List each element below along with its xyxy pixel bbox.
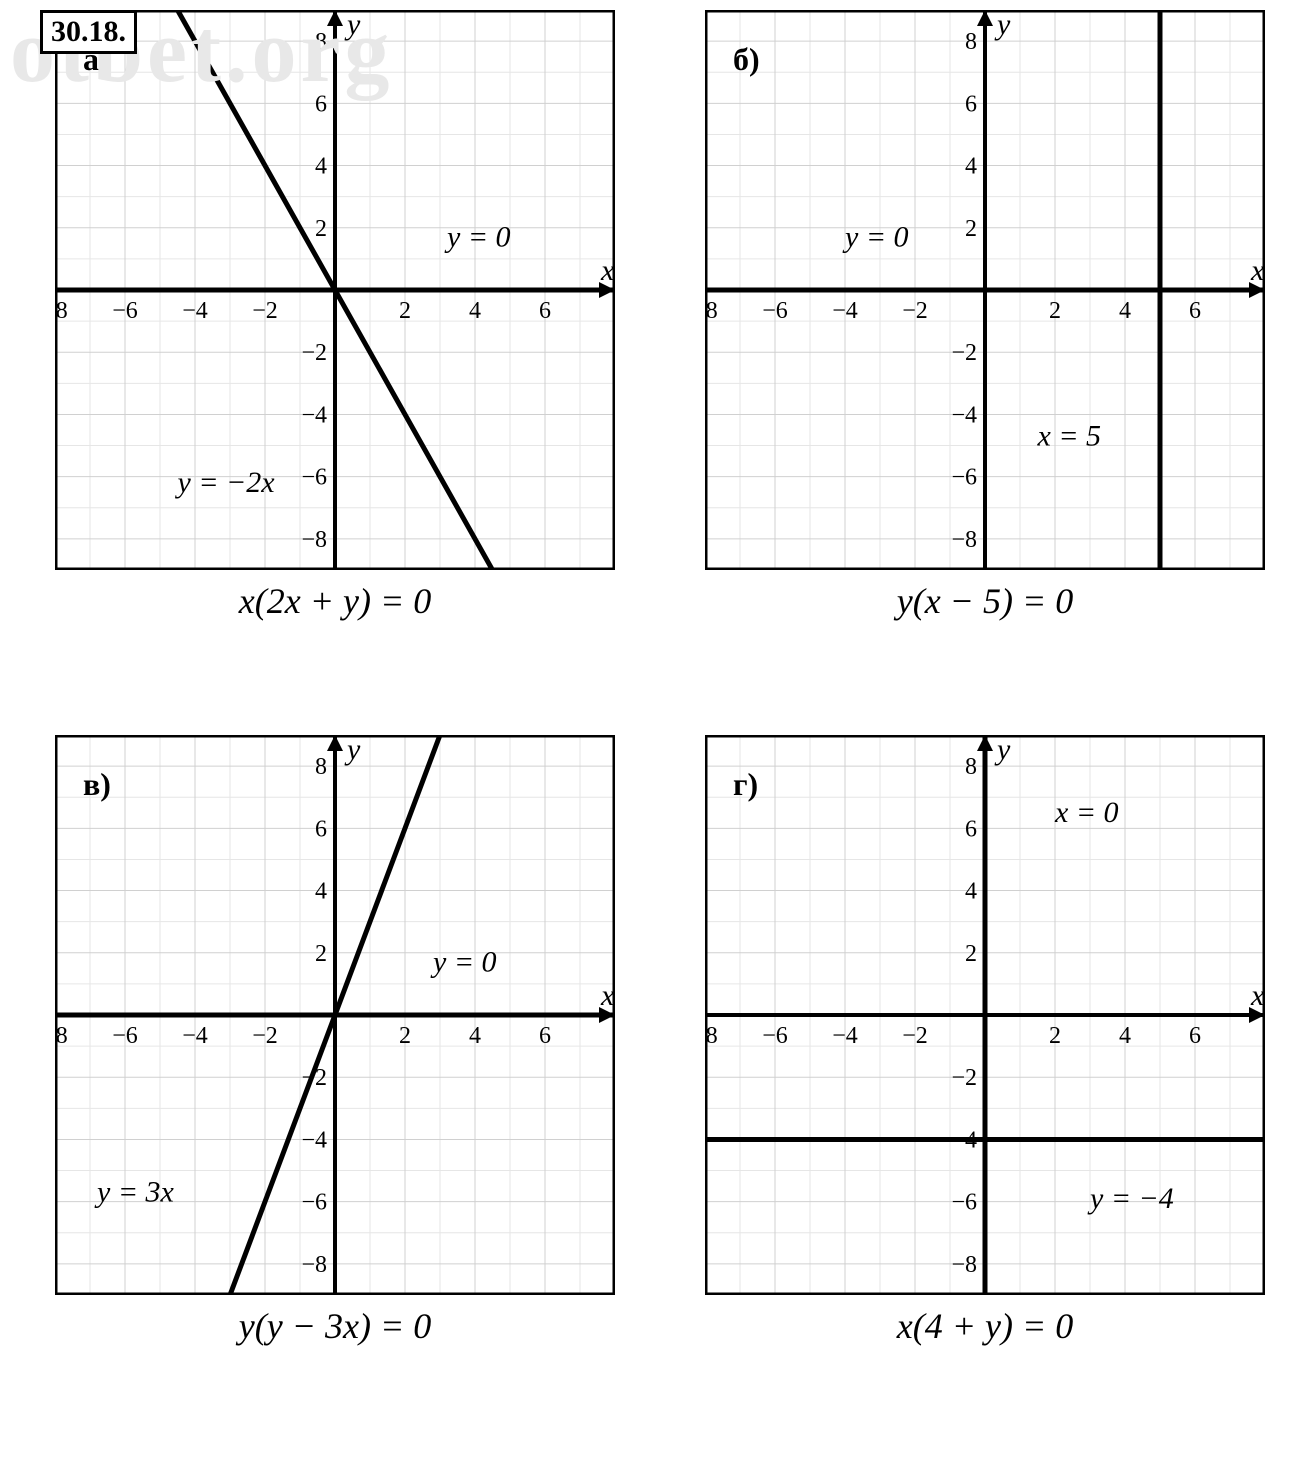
svg-text:4: 4 [965, 879, 977, 905]
svg-text:y: y [344, 10, 361, 41]
caption-a: x(2x + y) = 0 [239, 580, 432, 622]
svg-text:−6: −6 [112, 298, 138, 324]
svg-text:−4: −4 [182, 298, 208, 324]
panel-a: −8−6−4−2246−8−6−4−22468xyy = 0y = −2xа) … [30, 10, 640, 685]
panel-c: −8−6−4−2246−8−6−4−22468xyy = 0y = 3xв) y… [30, 735, 640, 1410]
svg-text:6: 6 [965, 91, 977, 117]
svg-text:6: 6 [1189, 1023, 1201, 1049]
svg-text:y = −4: y = −4 [1087, 1182, 1174, 1215]
svg-text:−4: −4 [301, 1127, 327, 1153]
svg-text:−6: −6 [301, 1190, 327, 1216]
svg-text:−8: −8 [951, 527, 977, 553]
svg-text:y: y [344, 735, 361, 766]
svg-text:4: 4 [315, 879, 327, 905]
svg-text:y = 3x: y = 3x [94, 1176, 175, 1209]
svg-text:−2: −2 [902, 298, 928, 324]
svg-text:2: 2 [399, 1023, 411, 1049]
svg-text:8: 8 [965, 29, 977, 55]
caption-b: y(x − 5) = 0 [897, 580, 1074, 622]
svg-text:в): в) [83, 766, 111, 802]
svg-text:2: 2 [399, 298, 411, 324]
svg-text:−6: −6 [951, 1190, 977, 1216]
svg-text:2: 2 [1049, 298, 1061, 324]
plot-d: −8−6−4−2246−8−6−4−22468xyx = 0y = −4г) [705, 735, 1265, 1295]
plot-a: −8−6−4−2246−8−6−4−22468xyy = 0y = −2xа) [55, 10, 615, 570]
svg-text:−4: −4 [951, 402, 977, 428]
plot-c: −8−6−4−2246−8−6−4−22468xyy = 0y = 3xв) [55, 735, 615, 1295]
svg-text:6: 6 [1189, 298, 1201, 324]
svg-text:4: 4 [965, 154, 977, 180]
svg-text:6: 6 [315, 816, 327, 842]
svg-text:y = −2x: y = −2x [175, 466, 276, 499]
svg-text:4: 4 [469, 298, 481, 324]
svg-text:г): г) [733, 766, 758, 802]
svg-text:−8: −8 [951, 1252, 977, 1278]
svg-text:4: 4 [1119, 298, 1131, 324]
svg-text:x = 0: x = 0 [1054, 796, 1119, 829]
svg-text:−4: −4 [182, 1023, 208, 1049]
svg-text:y = 0: y = 0 [430, 945, 497, 978]
problem-badge: 30.18. [40, 10, 137, 54]
svg-text:−6: −6 [301, 465, 327, 491]
svg-text:8: 8 [315, 754, 327, 780]
svg-text:−2: −2 [951, 1065, 977, 1091]
svg-text:−4: −4 [301, 402, 327, 428]
plot-b: −8−6−4−2246−8−6−4−22468xyy = 0x = 5б) [705, 10, 1265, 570]
caption-d: x(4 + y) = 0 [897, 1305, 1074, 1347]
svg-text:−4: −4 [832, 1023, 858, 1049]
svg-text:−6: −6 [762, 298, 788, 324]
svg-text:6: 6 [539, 298, 551, 324]
caption-c: y(y − 3x) = 0 [239, 1305, 432, 1347]
svg-text:y = 0: y = 0 [842, 220, 909, 253]
svg-text:2: 2 [315, 941, 327, 967]
page: otbet.org 30.18. −8−6−4−2246−8−6−4−22468… [0, 0, 1312, 1471]
panel-d: −8−6−4−2246−8−6−4−22468xyx = 0y = −4г) x… [680, 735, 1290, 1410]
svg-text:−6: −6 [112, 1023, 138, 1049]
svg-text:−2: −2 [252, 298, 278, 324]
svg-text:6: 6 [539, 1023, 551, 1049]
svg-text:6: 6 [315, 91, 327, 117]
panel-grid: −8−6−4−2246−8−6−4−22468xyy = 0y = −2xа) … [30, 10, 1290, 1410]
svg-text:2: 2 [315, 216, 327, 242]
svg-text:6: 6 [965, 816, 977, 842]
svg-text:4: 4 [469, 1023, 481, 1049]
svg-text:−4: −4 [832, 298, 858, 324]
svg-text:4: 4 [315, 154, 327, 180]
svg-text:x = 5: x = 5 [1037, 420, 1102, 453]
svg-text:б): б) [733, 41, 760, 77]
svg-text:−6: −6 [762, 1023, 788, 1049]
svg-text:−2: −2 [301, 340, 327, 366]
svg-text:−2: −2 [252, 1023, 278, 1049]
svg-text:y = 0: y = 0 [444, 220, 511, 253]
svg-text:−8: −8 [301, 1252, 327, 1278]
svg-text:8: 8 [965, 754, 977, 780]
svg-text:2: 2 [965, 216, 977, 242]
svg-text:y: y [994, 10, 1011, 41]
panel-b: −8−6−4−2246−8−6−4−22468xyy = 0x = 5б) y(… [680, 10, 1290, 685]
svg-text:2: 2 [965, 941, 977, 967]
svg-text:8: 8 [315, 29, 327, 55]
svg-text:−8: −8 [301, 527, 327, 553]
svg-text:2: 2 [1049, 1023, 1061, 1049]
svg-text:y: y [994, 735, 1011, 766]
svg-text:−6: −6 [951, 465, 977, 491]
svg-text:4: 4 [1119, 1023, 1131, 1049]
svg-text:−2: −2 [902, 1023, 928, 1049]
svg-text:−2: −2 [951, 340, 977, 366]
